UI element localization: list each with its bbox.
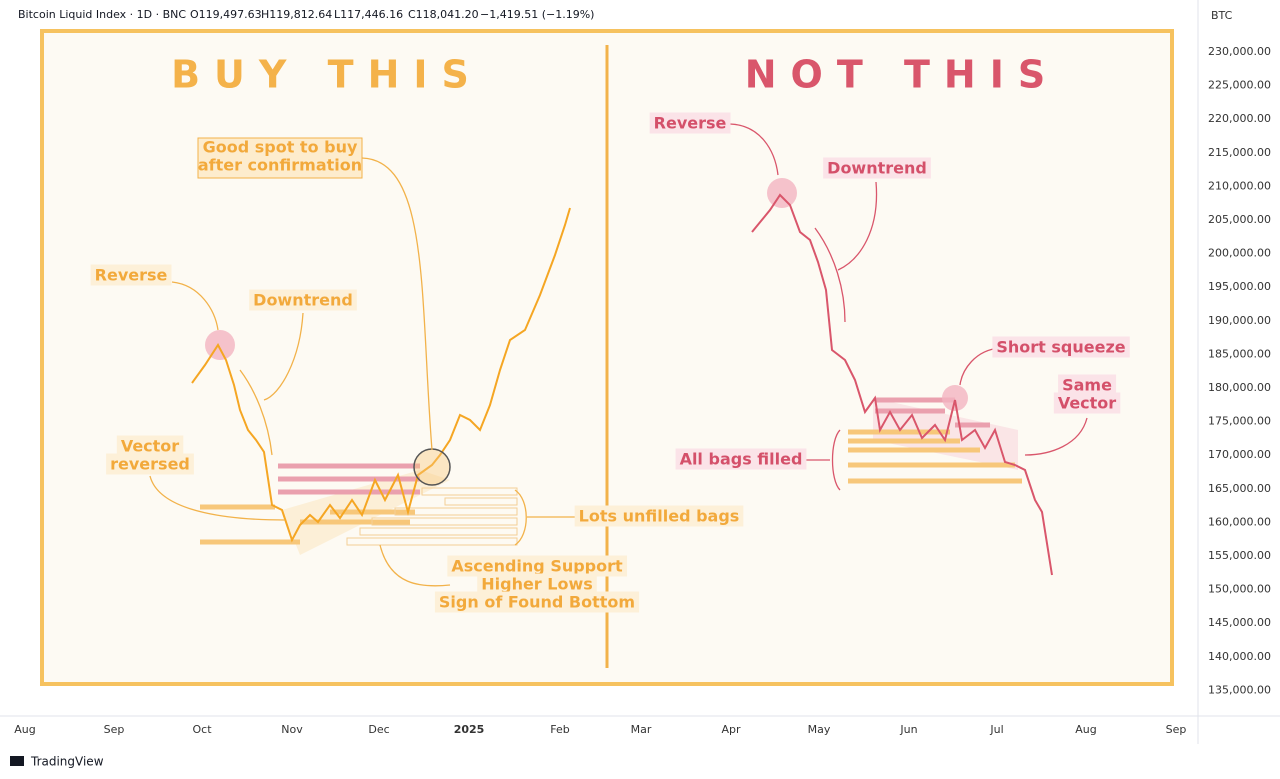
panel-title: NOT THIS [745, 53, 1060, 97]
time-label: Mar [631, 723, 652, 736]
time-label: 2025 [454, 723, 485, 736]
time-label: Apr [721, 723, 741, 736]
price-label: 150,000.00 [1208, 583, 1271, 596]
price-label: 185,000.00 [1208, 347, 1271, 360]
ohlc-value: C118,041.20 [408, 8, 479, 21]
time-label: Feb [550, 723, 569, 736]
annotation: reversed [110, 455, 190, 474]
annotation-bg [434, 591, 640, 613]
annotation: Good spot to buy [203, 138, 358, 157]
price-label: 215,000.00 [1208, 146, 1271, 159]
price-label: 200,000.00 [1208, 247, 1271, 260]
annotation-bg [823, 157, 931, 179]
time-label: Jun [899, 723, 917, 736]
ohlc-value: L117,446.16 [334, 8, 403, 21]
reverse-marker [205, 330, 235, 360]
annotation: Same [1062, 376, 1112, 395]
annotation: Higher Lows [481, 575, 593, 594]
time-label: Oct [192, 723, 212, 736]
price-label: 170,000.00 [1208, 448, 1271, 461]
connectors [149, 157, 580, 587]
annotation-bg [1058, 374, 1117, 396]
price-label: 195,000.00 [1208, 280, 1271, 293]
time-label: Nov [281, 723, 303, 736]
buy-marker [413, 448, 451, 486]
price-label: 230,000.00 [1208, 45, 1271, 58]
annotation-bg [992, 336, 1130, 358]
price-label: 135,000.00 [1208, 683, 1271, 696]
price-path [751, 193, 1053, 576]
logo-mark [10, 756, 24, 766]
time-label: Sep [1166, 723, 1187, 736]
price-label: 175,000.00 [1208, 415, 1271, 428]
brand: TradingView [30, 755, 104, 769]
ohlc-value: −1,419.51 (−1.19%) [480, 8, 594, 21]
price-label: 190,000.00 [1208, 314, 1271, 327]
price-label: 160,000.00 [1208, 515, 1271, 528]
unfilled-bags [346, 487, 518, 546]
annotation: Lots unfilled bags [579, 507, 740, 526]
annotation: Vector [121, 437, 179, 456]
filled-bags [875, 397, 990, 428]
annotation-bg [477, 573, 597, 595]
price-label: 220,000.00 [1208, 112, 1271, 125]
annotation: Reverse [654, 114, 727, 133]
time-label: Jul [989, 723, 1003, 736]
price-label: 145,000.00 [1208, 616, 1271, 629]
annotation-bg [106, 453, 194, 475]
price-label: 180,000.00 [1208, 381, 1271, 394]
price-label: 205,000.00 [1208, 213, 1271, 226]
annotation-bg [649, 112, 731, 134]
time-label: Sep [104, 723, 125, 736]
time-label: Dec [368, 723, 389, 736]
annotation-bg [447, 555, 628, 577]
bags [848, 429, 1022, 484]
annotation: Ascending Support [451, 557, 623, 576]
price-label: 225,000.00 [1208, 79, 1271, 92]
annotation-bg [249, 289, 357, 311]
price-label: 210,000.00 [1208, 179, 1271, 192]
price-label: 140,000.00 [1208, 650, 1271, 663]
annotation: Downtrend [253, 291, 353, 310]
annotation-bg [1053, 392, 1121, 414]
price-label: 155,000.00 [1208, 549, 1271, 562]
squeeze-marker [942, 385, 968, 411]
annotation-bg [675, 448, 807, 470]
annotation: Short squeeze [996, 338, 1125, 357]
symbol: Bitcoin Liquid Index · 1D · BNC [18, 8, 186, 21]
time-label: May [808, 723, 831, 736]
price-path [191, 207, 571, 543]
price-label: 165,000.00 [1208, 482, 1271, 495]
time-label: Aug [1075, 723, 1096, 736]
annotation: Sign of Found Bottom [439, 593, 635, 612]
annotation: All bags filled [680, 450, 803, 469]
annotation-bg [574, 505, 744, 527]
annotation-bg [90, 264, 172, 286]
annotation-bg [116, 435, 184, 457]
panel-title: BUY THIS [171, 53, 483, 97]
time-label: Aug [14, 723, 35, 736]
annotation: after confirmation [198, 156, 362, 175]
ohlc-value: H119,812.64 [261, 8, 332, 21]
annotation: Reverse [95, 266, 168, 285]
note-box [197, 137, 363, 179]
annotation: Vector [1058, 394, 1116, 413]
connectors [729, 123, 1088, 491]
axis-unit: BTC [1211, 9, 1233, 22]
ohlc-value: O119,497.63 [190, 8, 262, 21]
annotation: Downtrend [827, 159, 927, 178]
reverse-marker [767, 178, 797, 208]
